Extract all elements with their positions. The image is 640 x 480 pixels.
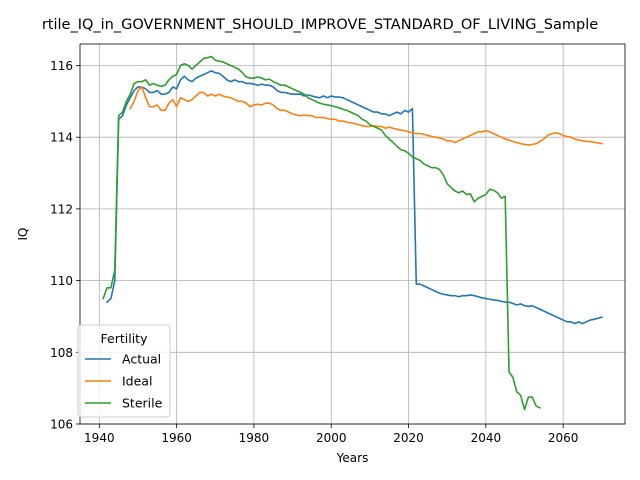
plot-frame <box>79 43 626 425</box>
x-tick-label: 2020 <box>393 431 424 445</box>
legend-box <box>77 324 171 418</box>
x-tick-label: 2040 <box>471 431 502 445</box>
chart-title: rtile_IQ_in_GOVERNMENT_SHOULD_IMPROVE_ST… <box>42 17 598 33</box>
x-axis: 1940 1960 1980 2000 2020 2040 2060 <box>84 424 578 445</box>
x-tick-label: 1980 <box>239 431 270 445</box>
series-line-sterile <box>102 55 542 411</box>
y-tick-label: 106 <box>50 418 73 432</box>
legend-label-actual: Actual <box>122 352 161 367</box>
x-tick-label: 1960 <box>161 431 192 445</box>
grid <box>80 44 625 425</box>
y-tick-label: 114 <box>50 131 73 145</box>
x-axis-label: Years <box>336 451 369 465</box>
x-tick-label: 2000 <box>316 431 347 445</box>
series-line-actual <box>105 70 603 325</box>
y-axis-label: IQ <box>16 228 30 241</box>
y-tick-label: 110 <box>50 274 73 288</box>
y-axis: 106 108 110 112 114 116 <box>50 59 80 432</box>
legend-items: Actual Ideal Sterile <box>85 352 163 411</box>
x-tick-label: 1940 <box>84 431 115 445</box>
legend-title: Fertility <box>101 331 149 346</box>
y-tick-label: 112 <box>50 202 73 216</box>
series-layer <box>102 55 603 411</box>
y-tick-label: 108 <box>50 346 73 360</box>
x-tick-label: 2060 <box>548 431 579 445</box>
legend-label-sterile: Sterile <box>122 396 163 411</box>
legend: Fertility Actual Ideal Sterile <box>77 324 171 418</box>
legend-label-ideal: Ideal <box>122 374 152 389</box>
y-tick-label: 116 <box>50 59 73 73</box>
series-line-ideal <box>129 86 603 146</box>
